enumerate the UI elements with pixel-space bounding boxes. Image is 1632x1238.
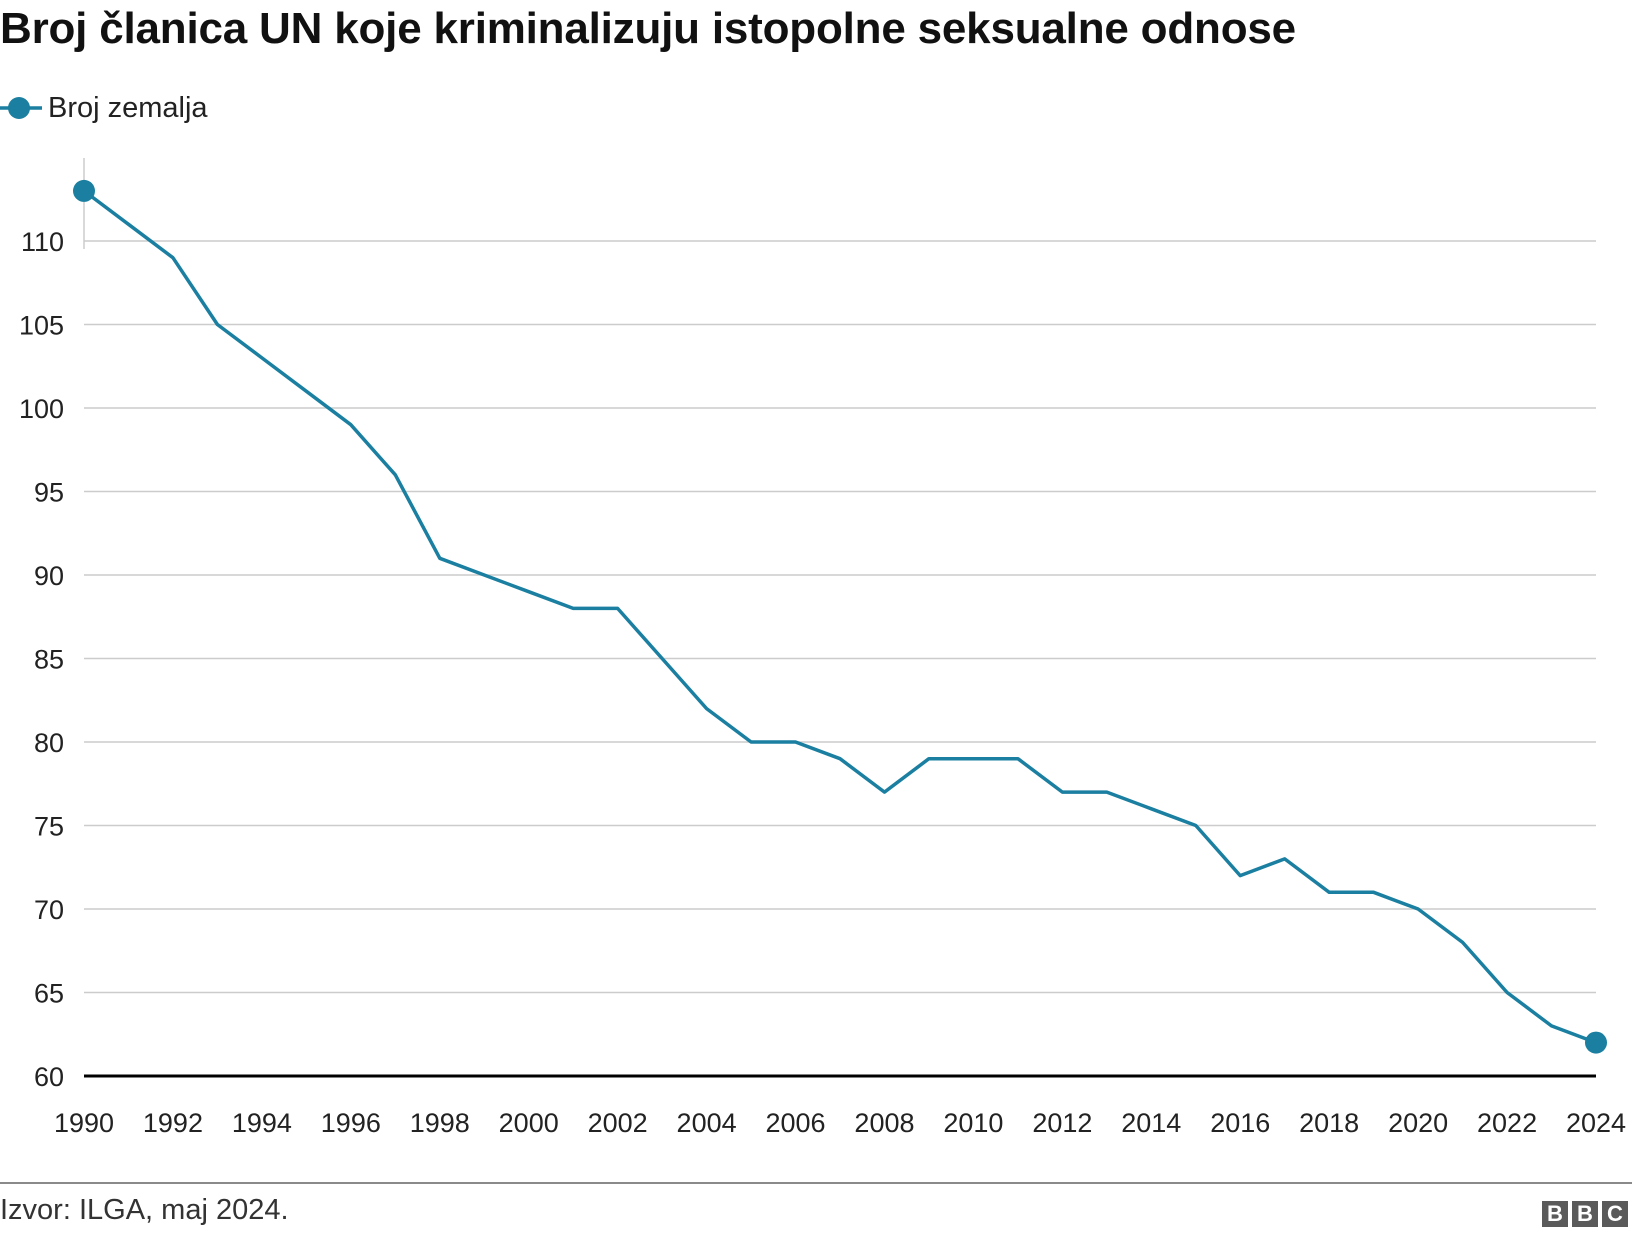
y-tick-label: 60	[34, 1062, 64, 1092]
series-line	[82, 189, 1598, 1045]
x-tick-label: 2022	[1477, 1108, 1537, 1138]
x-tick-label: 2020	[1388, 1108, 1448, 1138]
y-tick-label: 70	[34, 895, 64, 925]
legend: Broj zemalja	[0, 88, 208, 128]
x-tick-label: 2010	[943, 1108, 1003, 1138]
x-tick-label: 1990	[54, 1108, 114, 1138]
legend-line-dot-icon	[0, 97, 42, 119]
source-note: Izvor: ILGA, maj 2024.	[0, 1194, 289, 1226]
bbc-logo-letter: C	[1602, 1201, 1628, 1227]
x-tick-label: 1992	[143, 1108, 203, 1138]
x-tick-label: 1998	[410, 1108, 470, 1138]
series-point-marker	[1585, 1031, 1607, 1054]
series-point-marker	[73, 179, 95, 202]
x-tick-label: 2012	[1032, 1108, 1092, 1138]
bbc-logo-letter: B	[1572, 1201, 1598, 1227]
y-tick-label: 110	[21, 227, 64, 257]
y-tick-label: 65	[34, 979, 64, 1009]
x-tick-label: 1996	[321, 1108, 381, 1138]
bbc-logo-letter: B	[1542, 1201, 1568, 1227]
x-tick-label: 2014	[1121, 1108, 1181, 1138]
chart-title: Broj članica UN koje kriminalizuju istop…	[0, 4, 1296, 53]
y-tick-label: 100	[19, 394, 64, 424]
y-tick-label: 75	[34, 812, 64, 842]
x-tick-label: 2008	[854, 1108, 914, 1138]
footer-divider	[0, 1182, 1632, 1184]
x-tick-label: 1994	[232, 1108, 292, 1138]
x-tick-label: 2006	[765, 1108, 825, 1138]
x-tick-label: 2000	[499, 1108, 559, 1138]
y-tick-label: 80	[34, 728, 64, 758]
x-tick-label: 2004	[677, 1108, 737, 1138]
x-tick-label: 2018	[1299, 1108, 1359, 1138]
legend-label: Broj zemalja	[48, 91, 208, 124]
x-tick-label: 2002	[588, 1108, 648, 1138]
y-tick-label: 95	[34, 478, 64, 508]
y-tick-label: 85	[34, 645, 64, 675]
y-tick-label: 105	[19, 311, 64, 341]
x-tick-label: 2024	[1566, 1108, 1626, 1138]
y-tick-label: 90	[34, 561, 64, 591]
x-tick-label: 2016	[1210, 1108, 1270, 1138]
bbc-logo: B B C	[1542, 1201, 1628, 1227]
